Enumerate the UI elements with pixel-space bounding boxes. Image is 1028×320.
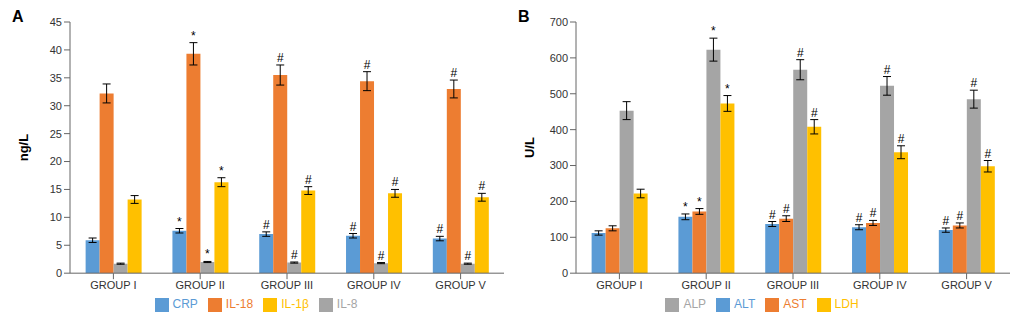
svg-text:#: # bbox=[364, 58, 371, 72]
svg-text:100: 100 bbox=[550, 231, 568, 243]
svg-text:#: # bbox=[277, 51, 284, 65]
svg-text:GROUP IV: GROUP IV bbox=[853, 279, 907, 291]
svg-text:#: # bbox=[450, 66, 457, 80]
svg-text:600: 600 bbox=[550, 52, 568, 64]
svg-text:*: * bbox=[683, 200, 688, 214]
svg-text:#: # bbox=[392, 175, 399, 189]
svg-text:5: 5 bbox=[56, 239, 62, 251]
svg-text:GROUP I: GROUP I bbox=[596, 279, 642, 291]
svg-text:0: 0 bbox=[56, 267, 62, 279]
svg-text:*: * bbox=[725, 82, 730, 96]
svg-text:#: # bbox=[783, 202, 790, 216]
svg-text:0: 0 bbox=[562, 267, 568, 279]
svg-text:#: # bbox=[797, 46, 804, 60]
svg-text:35: 35 bbox=[50, 72, 62, 84]
svg-text:GROUP I: GROUP I bbox=[90, 279, 136, 291]
svg-text:#: # bbox=[291, 248, 298, 262]
svg-text:10: 10 bbox=[50, 211, 62, 223]
svg-text:ng/L: ng/L bbox=[16, 134, 31, 161]
svg-text:500: 500 bbox=[550, 88, 568, 100]
svg-text:#: # bbox=[956, 209, 963, 223]
svg-text:*: * bbox=[205, 247, 210, 261]
html-text:A: A bbox=[12, 8, 24, 25]
svg-text:#: # bbox=[811, 106, 818, 120]
svg-text:#: # bbox=[478, 179, 485, 193]
svg-text:U/L: U/L bbox=[522, 137, 537, 158]
svg-text:#: # bbox=[856, 211, 863, 225]
svg-text:#: # bbox=[942, 214, 949, 228]
svg-text:#: # bbox=[350, 220, 357, 234]
svg-text:#: # bbox=[970, 76, 977, 90]
svg-text:300: 300 bbox=[550, 159, 568, 171]
svg-text:30: 30 bbox=[50, 100, 62, 112]
svg-text:GROUP IV: GROUP IV bbox=[347, 279, 401, 291]
svg-text:#: # bbox=[263, 218, 270, 232]
svg-text:*: * bbox=[219, 164, 224, 178]
svg-text:#: # bbox=[769, 208, 776, 222]
svg-text:#: # bbox=[378, 249, 385, 263]
svg-text:40: 40 bbox=[50, 44, 62, 56]
html-text:IL-1β: IL-1β bbox=[281, 297, 309, 312]
svg-text:GROUP V: GROUP V bbox=[435, 279, 486, 291]
svg-text:#: # bbox=[870, 206, 877, 220]
svg-text:*: * bbox=[191, 29, 196, 43]
svg-text:45: 45 bbox=[50, 16, 62, 28]
svg-text:#: # bbox=[898, 132, 905, 146]
html-text:IL-8: IL-8 bbox=[336, 297, 358, 312]
svg-text:700: 700 bbox=[550, 16, 568, 28]
svg-text:GROUP III: GROUP III bbox=[261, 279, 313, 291]
svg-text:200: 200 bbox=[550, 195, 568, 207]
svg-text:GROUP II: GROUP II bbox=[176, 279, 225, 291]
svg-text:400: 400 bbox=[550, 124, 568, 136]
svg-text:GROUP V: GROUP V bbox=[941, 279, 992, 291]
svg-text:#: # bbox=[436, 222, 443, 236]
svg-text:20: 20 bbox=[50, 155, 62, 167]
svg-text:*: * bbox=[711, 24, 716, 38]
svg-text:#: # bbox=[464, 249, 471, 263]
html-text:ALP: ALP bbox=[683, 297, 707, 312]
html-text:IL-18: IL-18 bbox=[225, 297, 254, 312]
svg-text:*: * bbox=[697, 195, 702, 209]
html-text:CRP: CRP bbox=[172, 297, 198, 312]
svg-text:GROUP III: GROUP III bbox=[767, 279, 819, 291]
svg-text:15: 15 bbox=[50, 183, 62, 195]
html-text:B: B bbox=[518, 8, 530, 25]
html-text:ALT: ALT bbox=[734, 297, 756, 312]
svg-text:#: # bbox=[884, 63, 891, 77]
svg-text:25: 25 bbox=[50, 128, 62, 140]
svg-text:GROUP II: GROUP II bbox=[682, 279, 731, 291]
html-text:LDH: LDH bbox=[834, 297, 859, 312]
svg-text:*: * bbox=[177, 215, 182, 229]
html-text:AST: AST bbox=[783, 297, 807, 312]
svg-text:#: # bbox=[984, 147, 991, 161]
svg-text:#: # bbox=[305, 173, 312, 187]
